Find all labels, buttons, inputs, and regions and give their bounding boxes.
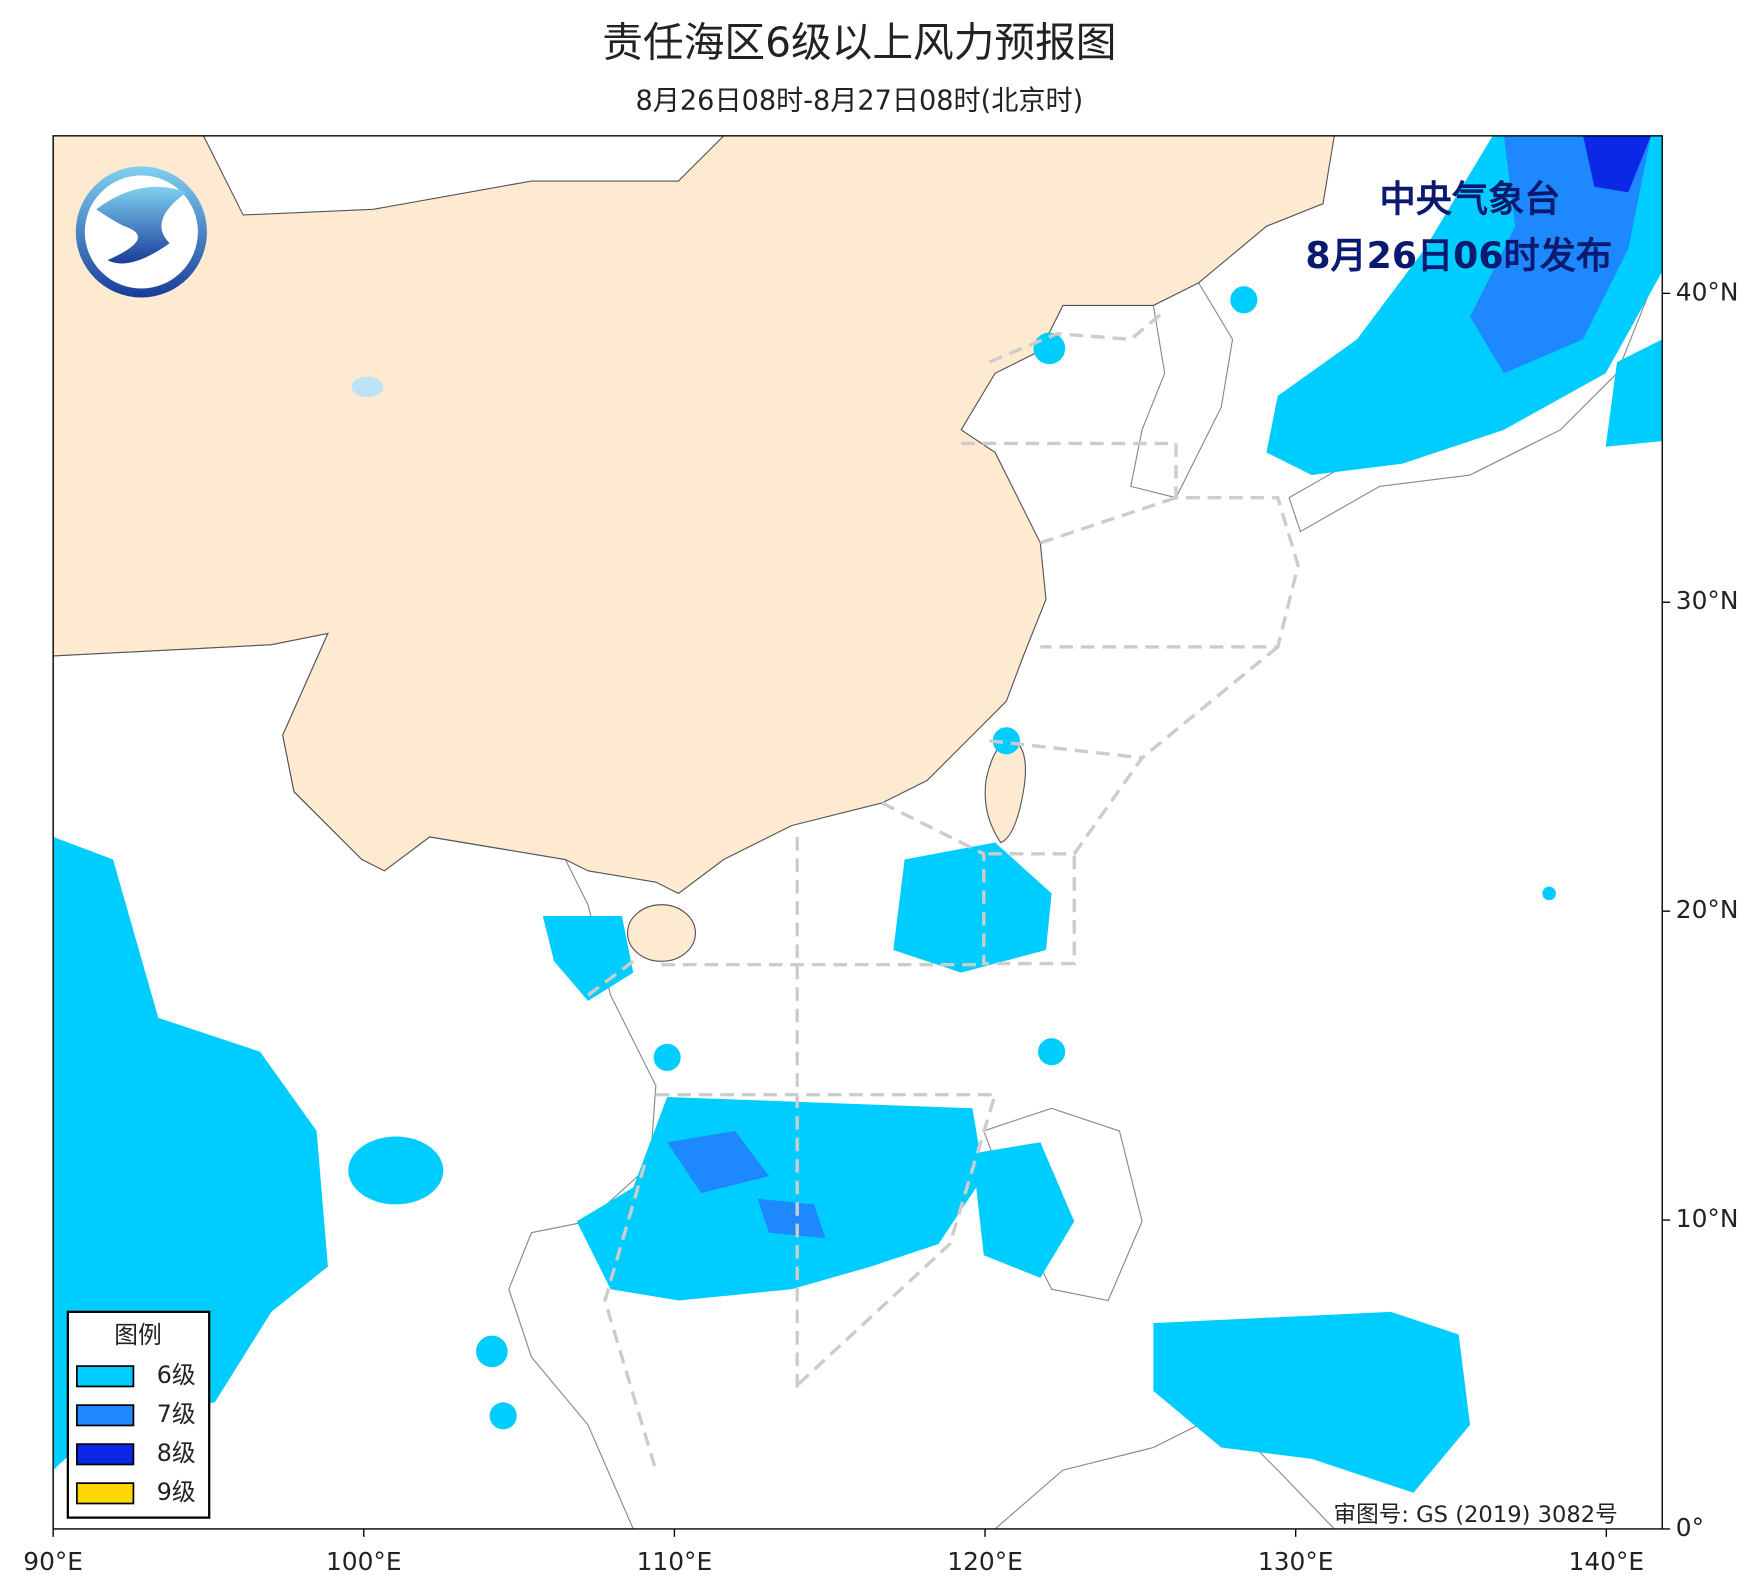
map-frame bbox=[52, 135, 1663, 1530]
legend: 图例 6级 7级 8级 9级 bbox=[66, 1310, 211, 1519]
lake bbox=[351, 376, 384, 398]
legend-title: 图例 bbox=[114, 1321, 161, 1349]
legend-label: 7级 bbox=[157, 1400, 196, 1428]
legend-items: 6级 7级 8级 9级 bbox=[76, 1361, 196, 1506]
wind-areas bbox=[53, 135, 1663, 1493]
legend-label: 6级 bbox=[157, 1361, 196, 1389]
legend-swatch bbox=[76, 1482, 135, 1505]
issuer: 中央气象台 bbox=[1380, 177, 1561, 220]
land-taiwan bbox=[984, 736, 1026, 844]
map-subtitle: 8月26日08时-8月27日08时(北京时) bbox=[636, 85, 1084, 116]
x-tick-label: 140°E bbox=[1569, 1547, 1645, 1576]
approval-number: 审图号: GS (2019) 3082号 bbox=[1334, 1502, 1618, 1528]
x-tick-label: 110°E bbox=[637, 1547, 713, 1576]
issue-time: 8月26日06时发布 bbox=[1305, 234, 1612, 277]
y-tick-label: 30°N bbox=[1676, 586, 1739, 615]
x-tick-label: 90°E bbox=[23, 1547, 83, 1576]
map-body bbox=[53, 135, 1663, 1529]
y-tick-label: 0° bbox=[1676, 1513, 1704, 1542]
legend-swatch bbox=[76, 1443, 135, 1466]
x-tick-label: 130°E bbox=[1258, 1547, 1334, 1576]
legend-swatch bbox=[76, 1404, 135, 1427]
sea-zones bbox=[586, 309, 1300, 1471]
y-tick-label: 10°N bbox=[1676, 1204, 1739, 1233]
map-title: 责任海区6级以上风力预报图 bbox=[602, 18, 1116, 66]
legend-swatch bbox=[76, 1365, 135, 1388]
logo bbox=[75, 166, 207, 298]
y-tick-label: 20°N bbox=[1676, 895, 1739, 924]
legend-label: 9级 bbox=[157, 1478, 196, 1506]
land-china bbox=[53, 135, 1335, 895]
land-hainan bbox=[627, 904, 696, 962]
x-tick-label: 100°E bbox=[326, 1547, 402, 1576]
axes: 90°E 100°E 110°E 120°E 130°E 140°E 0° 10°N 20°N 3… bbox=[23, 277, 1738, 1575]
y-tick-label: 40°N bbox=[1676, 277, 1739, 306]
legend-label: 8级 bbox=[157, 1439, 196, 1467]
x-tick-label: 120°E bbox=[947, 1547, 1023, 1576]
